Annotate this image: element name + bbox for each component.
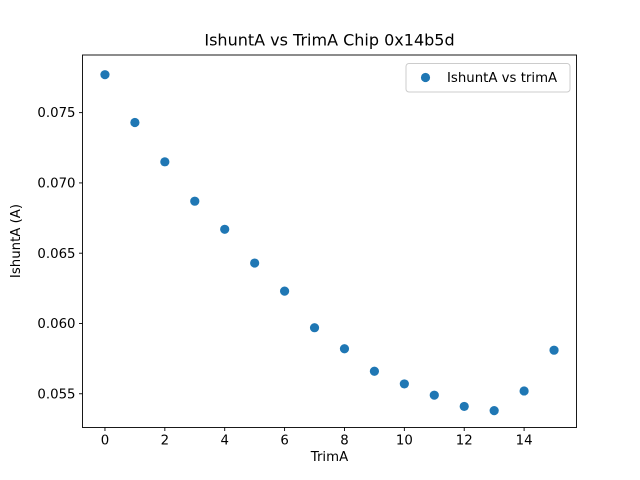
scatter-point <box>190 196 200 206</box>
plot-area <box>82 55 577 428</box>
scatter-point <box>459 401 469 412</box>
scatter-points-group <box>100 70 559 416</box>
scatter-point <box>399 379 409 389</box>
scatter-point <box>519 386 529 396</box>
y-tick-label: 0.065 <box>37 247 75 262</box>
y-tick-label: 0.060 <box>37 317 75 332</box>
x-tick-label: 10 <box>396 434 413 449</box>
x-tick-label: 14 <box>516 434 533 449</box>
x-tick-label: 8 <box>340 434 348 449</box>
y-tick-label: 0.055 <box>37 387 75 402</box>
x-axis-ticks: 0 2 4 6 8 10 12 14 <box>101 427 533 449</box>
x-tick-label: 12 <box>456 434 473 449</box>
y-axis-label: IshuntA (A) <box>9 204 24 278</box>
scatter-point <box>339 344 350 354</box>
legend-box <box>405 63 571 93</box>
y-tick-label: 0.075 <box>37 106 75 121</box>
axes-frame <box>82 54 577 428</box>
x-tick-label: 6 <box>280 434 288 449</box>
scatter-point <box>309 323 320 333</box>
scatter-point <box>549 345 559 355</box>
scatter-point <box>429 390 439 400</box>
chart-title: IshuntA vs TrimA Chip 0x14b5d <box>204 31 454 50</box>
legend-marker-icon <box>420 72 431 83</box>
scatter-point <box>130 117 140 128</box>
x-axis-label: TrimA <box>310 450 348 465</box>
legend-label: IshuntA vs trimA <box>447 71 557 86</box>
scatter-point <box>489 406 499 416</box>
scatter-point <box>279 286 290 296</box>
scatter-point <box>220 224 230 234</box>
x-tick-label: 0 <box>101 434 109 449</box>
y-tick-label: 0.070 <box>37 177 75 192</box>
scatter-point <box>250 258 260 268</box>
scatter-point <box>369 366 380 376</box>
x-tick-label: 2 <box>161 434 169 449</box>
legend: IshuntA vs trimA <box>405 63 571 93</box>
y-axis-ticks: 0.055 0.060 0.065 0.070 0.075 <box>37 106 83 402</box>
scatter-point <box>160 157 170 167</box>
x-tick-label: 4 <box>220 434 228 449</box>
scatter-point <box>100 70 110 80</box>
